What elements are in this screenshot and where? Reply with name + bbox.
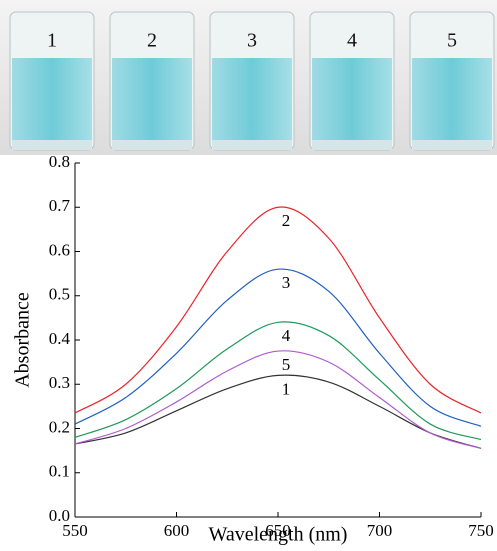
vial-base: [12, 140, 92, 150]
vial-label: 5: [447, 30, 457, 52]
vial-base: [212, 140, 292, 150]
vial-liquid: [12, 58, 92, 140]
y-tick-label: 0.0: [49, 506, 70, 525]
line-series: [74, 321, 482, 441]
line-series: [74, 268, 482, 427]
vial-base: [112, 140, 192, 150]
x-tick-label: 550: [62, 521, 88, 540]
series-label: 3: [282, 273, 291, 292]
y-tick-label: 0.5: [49, 285, 70, 304]
line-series: [74, 350, 482, 449]
y-tick-label: 0.6: [49, 240, 70, 259]
x-tick-label: 750: [468, 521, 494, 540]
vial-liquid: [112, 58, 192, 140]
x-tick-label: 600: [164, 521, 190, 540]
vial-label: 3: [247, 30, 257, 52]
series-label: 5: [282, 355, 291, 374]
vial-photo: 1 2 3 4 5: [0, 0, 497, 155]
line-series: [74, 374, 482, 449]
x-axis-label: Wavelength (nm): [209, 524, 348, 546]
vial-label: 4: [347, 30, 357, 52]
vial-base: [412, 140, 492, 150]
vial-base: [312, 140, 392, 150]
y-axis-label: Absorbance: [12, 292, 34, 388]
vial-label: 1: [47, 30, 57, 52]
vial-liquid: [412, 58, 492, 140]
y-tick-label: 0.1: [49, 462, 70, 481]
x-tick-label: 700: [367, 521, 393, 540]
series-label: 2: [282, 211, 291, 230]
y-tick-label: 0.2: [49, 417, 70, 436]
series-label: 1: [282, 379, 291, 398]
line-series: [74, 206, 482, 414]
y-tick-label: 0.7: [49, 196, 71, 215]
y-tick-label: 0.4: [49, 329, 71, 348]
y-tick-label: 0.3: [49, 373, 70, 392]
x-tick-label: 650: [265, 521, 291, 540]
y-tick-label: 0.8: [49, 152, 70, 171]
vial-liquid: [312, 58, 392, 140]
series-label: 4: [282, 326, 291, 345]
vial-liquid: [212, 58, 292, 140]
vial-label: 2: [147, 30, 157, 52]
